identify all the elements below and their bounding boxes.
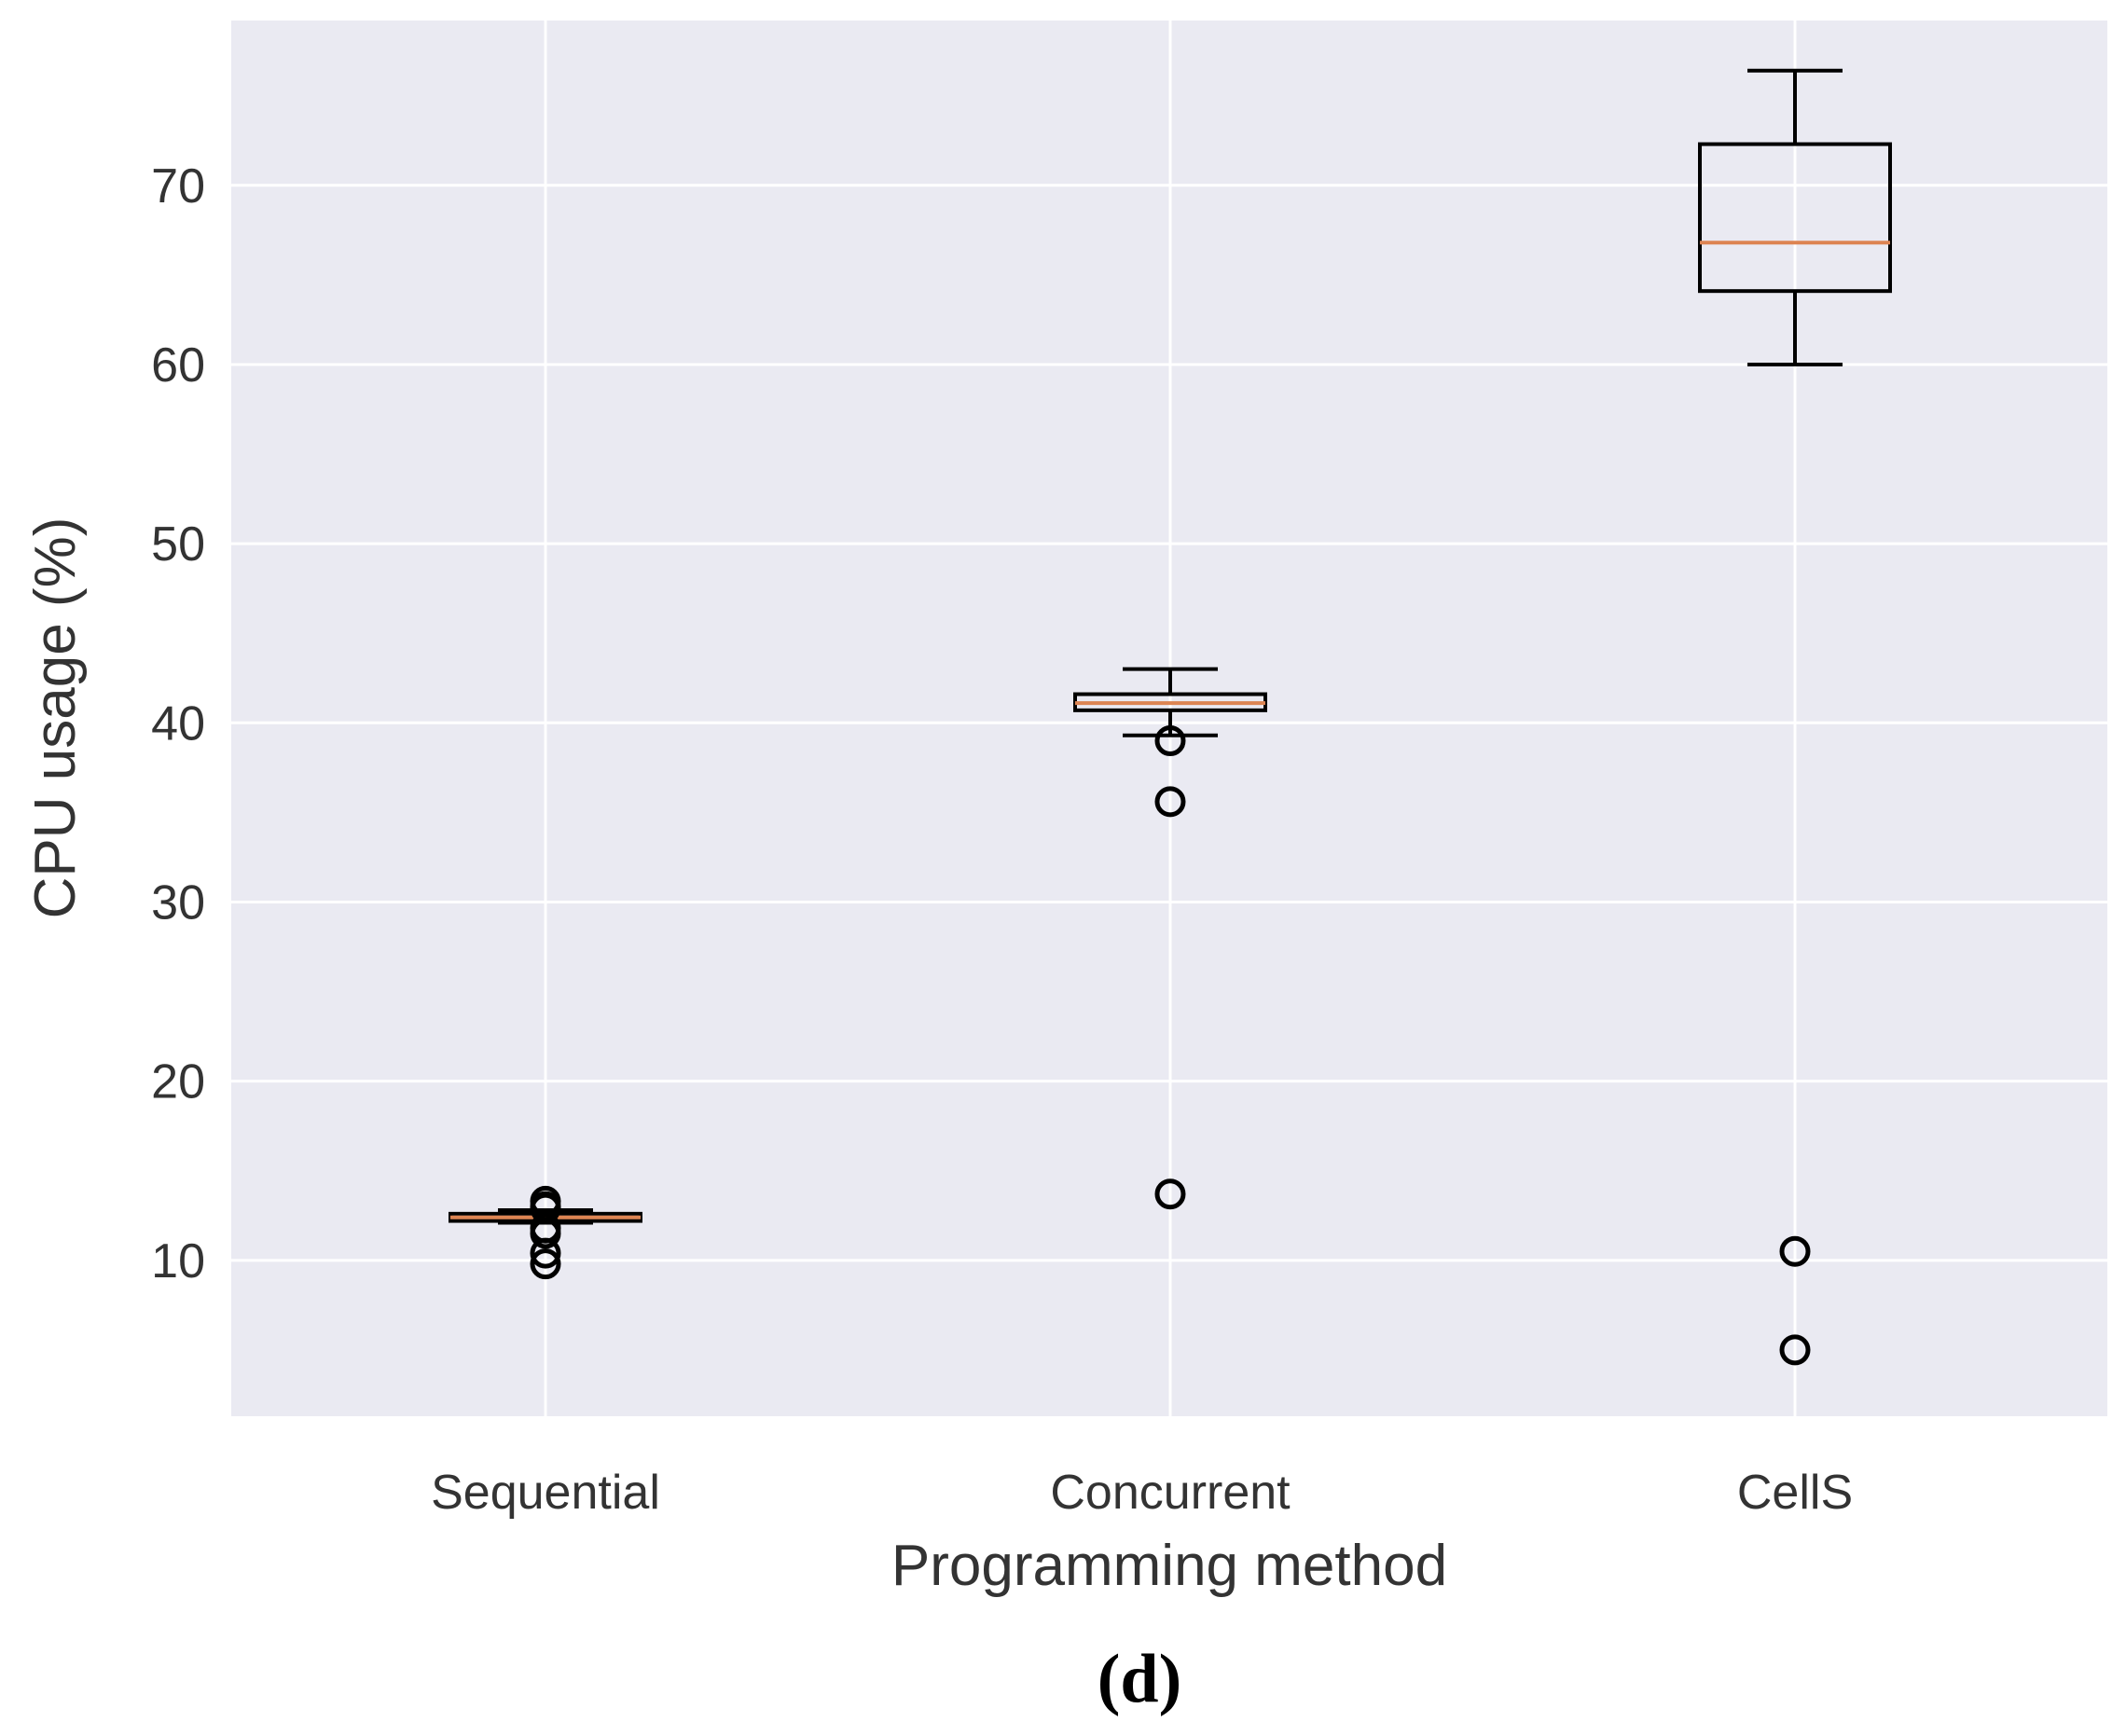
x-tick-label: Sequential — [431, 1466, 660, 1520]
grid — [231, 21, 2107, 1416]
outlier-point — [530, 1218, 561, 1249]
y-tick-label: 70 — [151, 159, 205, 214]
y-tick-label: 60 — [151, 338, 205, 393]
x-tick-labels: Sequential Concurrent CellS — [431, 1466, 1853, 1520]
y-tick-label: 10 — [151, 1234, 205, 1288]
x-tick-label: CellS — [1737, 1466, 1853, 1520]
x-tick-label: Concurrent — [1050, 1466, 1291, 1520]
outlier-point — [1154, 725, 1186, 757]
box-group-sequential — [449, 1185, 642, 1280]
y-tick-label: 50 — [151, 517, 205, 572]
y-tick-label: 30 — [151, 875, 205, 930]
outlier-point — [1154, 786, 1186, 818]
y-tick-label: 20 — [151, 1055, 205, 1109]
boxes — [449, 68, 1892, 1366]
x-axis-label: Programming method — [891, 1534, 1447, 1598]
outlier-point — [1779, 1235, 1811, 1267]
y-tick-label: 40 — [151, 696, 205, 751]
outlier-point — [530, 1237, 561, 1269]
box-group-concurrent — [1073, 667, 1267, 1210]
iqr-box — [1698, 142, 1892, 294]
outlier-point — [530, 1248, 561, 1280]
box-group-cells — [1698, 68, 1892, 1366]
outlier-point — [1779, 1334, 1811, 1366]
outlier-point — [1154, 1178, 1186, 1210]
y-axis-label: CPU usage (%) — [23, 517, 88, 919]
y-tick-labels: 10 20 30 40 50 60 70 — [151, 159, 205, 1288]
panel-label: (d) — [1098, 1641, 1181, 1717]
